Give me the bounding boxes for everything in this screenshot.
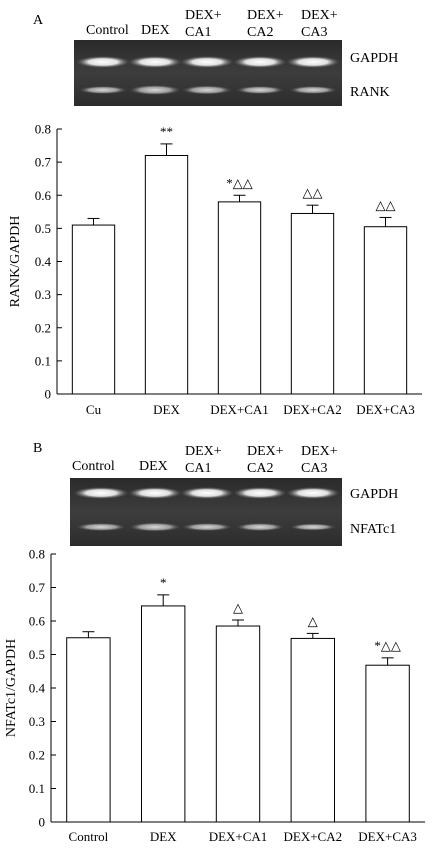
- x-tick-label: DEX+CA2: [283, 402, 342, 417]
- bar: [71, 224, 116, 395]
- lane-label: Control: [86, 23, 129, 38]
- y-tick-label: 0.5: [35, 221, 51, 236]
- western-blot-b: [70, 478, 342, 546]
- y-tick-label: 0.2: [35, 320, 51, 335]
- bar: [215, 625, 261, 823]
- lane-label: DEX+: [185, 8, 222, 23]
- lane-label: DEX: [141, 23, 170, 38]
- y-tick-label: 0: [39, 815, 46, 830]
- bar-chart-nfatc1: 0 0.1 0.2 0.3 0.4 0.5 0.6 0.7 0.8 NFATc1/GAPDH Con…: [4, 547, 425, 844]
- y-tick-label: 0: [45, 387, 52, 402]
- bar-chart-rank: 0 0.1 0.2 0.3 0.4 0.5 0.6 0.7 0.8 RANK/GAPDH Cu ** D…: [8, 122, 422, 417]
- x-tick-label: Cu: [86, 402, 102, 417]
- lane-label: DEX+: [247, 444, 284, 459]
- band-label-gapdh: GAPDH: [350, 51, 398, 66]
- significance-label: *△△: [226, 175, 253, 190]
- x-tick-label: DEX: [150, 829, 177, 844]
- lane-label: DEX+: [301, 444, 338, 459]
- y-tick-label: 0.2: [29, 748, 45, 763]
- significance-label: **: [160, 124, 173, 139]
- band-label-nfatc1: NFATc1: [350, 522, 396, 537]
- lane-label: CA2: [247, 25, 273, 40]
- gel-background: [74, 40, 342, 106]
- y-tick-label: 0.3: [35, 287, 51, 302]
- lane-label: DEX+: [247, 8, 284, 23]
- lane-label: CA1: [185, 25, 211, 40]
- bar: [144, 155, 189, 395]
- y-tick-label: 0.7: [35, 155, 52, 170]
- significance-label: *: [160, 575, 167, 590]
- significance-label: △: [233, 600, 243, 615]
- y-tick-label: 0.6: [35, 188, 52, 203]
- y-axis-label: NFATc1/GAPDH: [4, 639, 19, 737]
- bar: [141, 605, 186, 823]
- y-tick-label: 0.8: [35, 122, 51, 137]
- x-tick-label: DEX+CA3: [358, 829, 417, 844]
- panel-letter-b: B: [33, 441, 42, 456]
- significance-label: *△△: [374, 638, 401, 653]
- y-tick-label: 0.3: [29, 714, 45, 729]
- significance-label: △: [308, 613, 318, 628]
- bar: [66, 637, 111, 823]
- y-tick-label: 0.6: [29, 614, 46, 629]
- x-tick-label: Control: [69, 829, 109, 844]
- lane-label: CA1: [185, 461, 211, 476]
- y-axis-label: RANK/GAPDH: [8, 216, 23, 308]
- western-blot-a: [74, 40, 342, 106]
- bar: [290, 637, 335, 823]
- band-label-gapdh: GAPDH: [350, 487, 398, 502]
- nfatc1-bands: [76, 522, 336, 532]
- blot-b-lane-labels: Control DEX DEX+ CA1 DEX+ CA2 DEX+ CA3: [72, 444, 338, 476]
- gapdh-bands: [76, 56, 340, 68]
- lane-label: DEX+: [185, 444, 222, 459]
- lane-label: CA3: [301, 461, 327, 476]
- bar: [290, 212, 335, 395]
- bar: [217, 201, 262, 395]
- y-tick-label: 0.4: [29, 681, 46, 696]
- band-label-rank: RANK: [350, 85, 390, 100]
- bar: [363, 226, 408, 395]
- y-tick-label: 0.1: [29, 781, 45, 796]
- x-tick-label: DEX+CA3: [356, 402, 415, 417]
- gapdh-bands: [73, 487, 340, 499]
- x-tick-label: DEX: [153, 402, 180, 417]
- panel-letter-a: A: [33, 13, 44, 28]
- lane-label: DEX+: [301, 8, 338, 23]
- lane-label: Control: [72, 459, 115, 474]
- y-tick-label: 0.8: [29, 547, 45, 562]
- blot-a-lane-labels: Control DEX DEX+ CA1 DEX+ CA2 DEX+ CA3: [86, 8, 338, 40]
- x-tick-label: DEX+CA2: [283, 829, 342, 844]
- significance-label: △△: [303, 185, 323, 200]
- lane-label: DEX: [139, 459, 168, 474]
- y-tick-label: 0.1: [35, 353, 51, 368]
- x-tick-label: DEX+CA1: [210, 402, 269, 417]
- bar: [365, 664, 410, 823]
- significance-label: △△: [376, 197, 396, 212]
- lane-label: CA2: [247, 461, 273, 476]
- rank-bands: [79, 85, 337, 95]
- lane-label: CA3: [301, 25, 327, 40]
- y-tick-label: 0.7: [29, 580, 46, 595]
- x-tick-label: DEX+CA1: [209, 829, 268, 844]
- y-tick-label: 0.5: [29, 647, 45, 662]
- y-tick-label: 0.4: [35, 254, 52, 269]
